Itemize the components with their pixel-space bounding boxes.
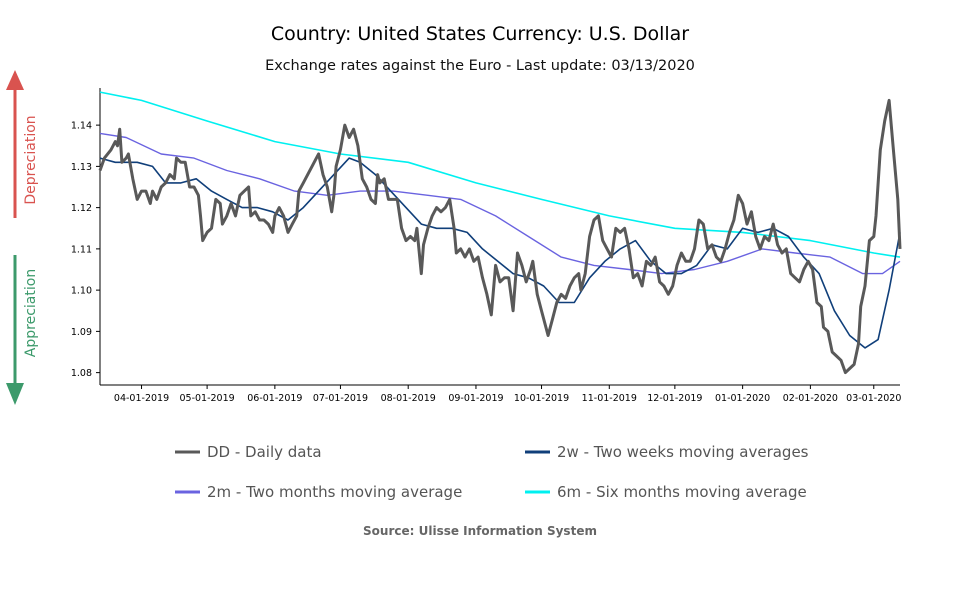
legend-item-6m: 6m - Six months moving average	[525, 483, 807, 501]
legend-label: DD - Daily data	[207, 443, 322, 461]
appreciation-indicator: Appreciation	[6, 255, 39, 405]
y-tick-label: 1.13	[71, 162, 92, 173]
x-tick-label: 02-01-2020	[783, 393, 838, 404]
x-tick-label: 06-01-2019	[247, 393, 302, 404]
appreciation-label: Appreciation	[23, 269, 39, 357]
y-axis-ticks: 1.08 1.09 1.10 1.11 1.12 1.13 1.14	[71, 121, 100, 379]
depreciation-indicator: Depreciation	[6, 70, 39, 218]
legend-item-2w: 2w - Two weeks moving averages	[525, 443, 809, 461]
y-tick-label: 1.09	[71, 327, 92, 338]
legend-item-daily: DD - Daily data	[175, 443, 322, 461]
legend: DD - Daily data 2w - Two weeks moving av…	[175, 443, 809, 501]
x-tick-label: 05-01-2019	[179, 393, 234, 404]
chart-subtitle: Exchange rates against the Euro - Last u…	[265, 58, 695, 74]
x-tick-label: 09-01-2019	[448, 393, 503, 404]
depreciation-label: Depreciation	[23, 115, 39, 204]
series-6m-line	[99, 91, 901, 258]
source-note: Source: Ulisse Information System	[363, 524, 597, 538]
up-arrow-icon	[6, 70, 24, 90]
x-tick-label: 01-01-2020	[715, 393, 770, 404]
y-tick-label: 1.14	[71, 121, 92, 132]
series-layer	[98, 91, 902, 375]
series-daily-line	[98, 98, 902, 375]
legend-item-2m: 2m - Two months moving average	[175, 483, 462, 501]
x-axis-ticks: 04-01-2019 05-01-2019 06-01-2019 07-01-2019…	[114, 385, 901, 404]
chart-title: Country: United States Currency: U.S. Do…	[271, 23, 689, 45]
x-tick-label: 12-01-2019	[647, 393, 702, 404]
y-tick-label: 1.12	[71, 203, 92, 214]
legend-label: 2w - Two weeks moving averages	[557, 443, 809, 461]
down-arrow-icon	[6, 383, 24, 405]
x-tick-label: 03-01-2020	[846, 393, 901, 404]
series-2m-line	[99, 132, 901, 275]
legend-label: 2m - Two months moving average	[207, 483, 462, 501]
x-tick-label: 07-01-2019	[313, 393, 368, 404]
legend-label: 6m - Six months moving average	[557, 483, 807, 501]
y-tick-label: 1.08	[71, 368, 92, 379]
x-tick-label: 11-01-2019	[582, 393, 637, 404]
x-tick-label: 08-01-2019	[381, 393, 436, 404]
y-tick-label: 1.11	[71, 244, 92, 255]
series-2w-line	[99, 157, 901, 349]
y-tick-label: 1.10	[71, 286, 92, 297]
x-tick-label: 04-01-2019	[114, 393, 169, 404]
x-tick-label: 10-01-2019	[514, 393, 569, 404]
